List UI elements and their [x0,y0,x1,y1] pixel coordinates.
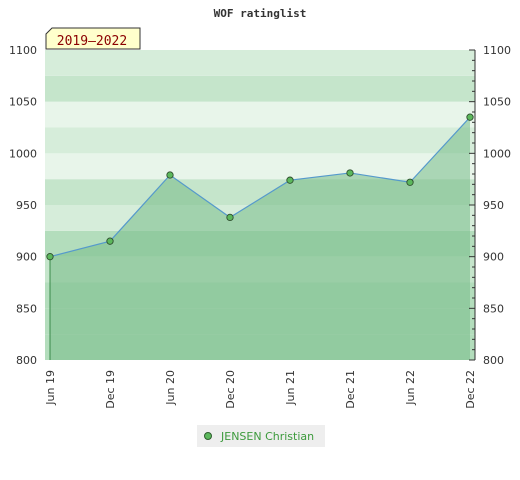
left-y-tick-label: 1050 [9,96,37,109]
chart-title: WOF ratinglist [214,7,307,20]
legend-label: JENSEN Christian [221,429,315,443]
background-band [45,127,475,154]
left-y-tick-label: 1000 [9,147,37,160]
right-y-tick-label: 1100 [483,44,511,57]
data-point [46,253,54,261]
data-point [226,213,234,222]
rating-area [49,117,470,361]
data-point [346,169,354,177]
left-y-tick-label: 950 [16,199,37,212]
right-y-tick-label: 950 [483,199,504,212]
x-tick-label: Dec 21 [344,370,357,409]
data-point [406,178,414,186]
background-band [45,50,475,76]
left-y-axis: 800 850 900 950 1000 1050 1100 [9,44,37,367]
rating-line-path [49,116,471,258]
x-tick-label: Jun 20 [164,370,177,406]
background-band [45,101,475,128]
left-y-tick-label: 1100 [9,44,37,57]
data-point [106,237,114,245]
right-y-axis: 800 850 900 950 1000 1050 1100 [469,44,511,367]
left-y-tick-label: 900 [16,251,37,264]
background-band [45,75,475,102]
x-tick-label: Jun 22 [404,370,417,406]
legend-marker-icon [204,432,212,440]
x-tick-label: Dec 20 [224,370,237,409]
x-axis: Jun 19 Dec 19 Jun 20 Dec 20 Jun 21 Dec 21 Jun … [44,370,477,409]
rating-area-fill [50,117,470,361]
right-y-tick-label: 900 [483,251,504,264]
rating-markers [46,113,474,261]
data-point [166,171,174,179]
left-y-tick-label: 800 [16,354,37,367]
right-y-tick-label: 800 [483,354,504,367]
data-point [286,176,294,184]
rating-line [49,116,471,258]
right-y-tick-label: 1000 [483,147,511,160]
background-band [45,153,475,180]
period-badge: 2019–2022 [45,27,141,50]
x-tick-label: Jun 19 [44,370,57,406]
period-label: 2019–2022 [57,34,127,49]
data-point [466,113,474,121]
left-y-tick-label: 850 [16,302,37,315]
right-y-tick-label: 1050 [483,96,511,109]
x-tick-label: Jun 21 [284,370,297,406]
x-tick-label: Dec 22 [464,370,477,409]
right-y-tick-label: 850 [483,302,504,315]
x-tick-label: Dec 19 [104,370,117,409]
legend: JENSEN Christian [197,425,325,447]
